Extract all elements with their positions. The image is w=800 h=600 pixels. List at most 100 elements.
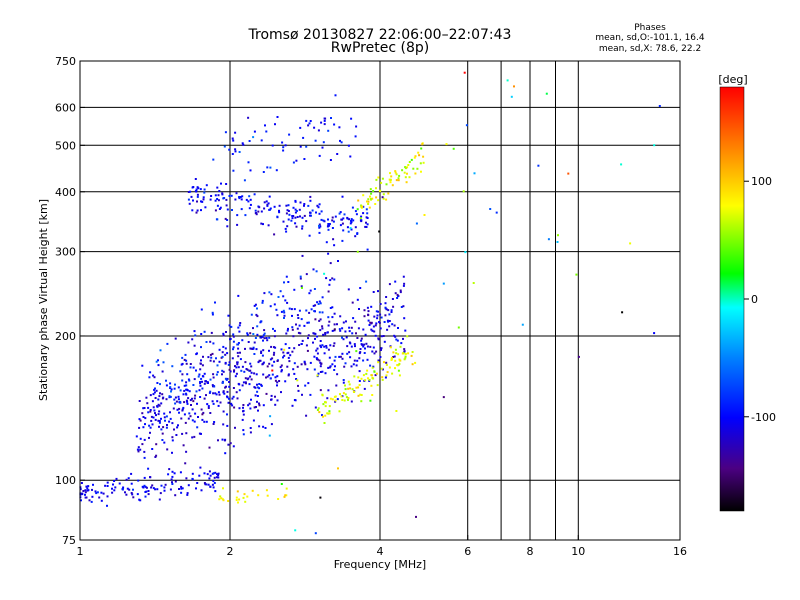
echo-point (174, 383, 176, 386)
echo-point (236, 363, 239, 366)
echo-point (331, 219, 334, 222)
echo-point (372, 190, 375, 193)
echo-point (242, 413, 245, 416)
echo-point (236, 351, 239, 354)
phase-colorbar (719, 86, 745, 512)
echo-point (284, 494, 287, 497)
echo-point (155, 389, 158, 392)
echo-point (256, 390, 259, 393)
echo-point (237, 342, 240, 344)
echo-point (379, 349, 382, 351)
echo-point (191, 419, 194, 422)
echo-point (205, 341, 208, 343)
echo-point (260, 139, 263, 142)
echo-point (224, 347, 227, 350)
echo-point (228, 397, 230, 400)
echo-point (271, 144, 274, 147)
echo-point (378, 230, 381, 233)
echo-point (304, 384, 307, 387)
echo-point (227, 401, 230, 404)
echo-point (334, 365, 336, 368)
echo-point (360, 339, 363, 342)
echo-point (201, 364, 204, 367)
echo-point (301, 216, 304, 219)
echo-point (294, 211, 297, 214)
echo-point (177, 424, 179, 427)
echo-point (422, 161, 425, 164)
echo-point (189, 415, 192, 418)
echo-point (373, 352, 376, 355)
echo-point (414, 155, 417, 158)
echo-point (202, 196, 205, 199)
echo-point (149, 476, 152, 479)
echo-point (87, 485, 90, 488)
echo-point (256, 307, 258, 310)
echo-point (381, 368, 384, 371)
echo-point (285, 487, 288, 490)
echo-point (385, 361, 388, 364)
echo-point (248, 140, 251, 142)
echo-point (221, 369, 224, 372)
echo-point (382, 193, 385, 196)
echo-point (366, 369, 369, 372)
echo-point (369, 195, 371, 198)
grid-lines (80, 61, 680, 540)
echo-point (80, 482, 83, 484)
echo-point (113, 489, 116, 492)
echo-point (225, 183, 228, 185)
echo-point (307, 337, 309, 340)
echo-point (195, 487, 197, 490)
echo-point (148, 376, 151, 379)
echo-point (404, 353, 407, 355)
echo-point (169, 386, 172, 389)
echo-point (250, 378, 253, 381)
echo-point (296, 216, 299, 218)
echo-point (149, 371, 152, 374)
echo-point (319, 340, 322, 342)
echo-point (300, 318, 303, 321)
echo-point (192, 366, 195, 369)
echo-point (445, 143, 448, 146)
echo-point (321, 414, 323, 417)
echo-point (334, 94, 337, 97)
echo-point (242, 433, 245, 436)
echo-point (283, 317, 285, 319)
echo-point (262, 404, 265, 407)
echo-point (272, 327, 274, 330)
echo-point (575, 273, 578, 276)
echo-point (181, 362, 184, 365)
echo-point (385, 296, 388, 298)
echo-point (237, 326, 240, 329)
echo-point (366, 212, 369, 215)
echo-point (320, 218, 323, 221)
echo-point (211, 384, 214, 387)
echo-point (359, 217, 362, 220)
echo-point (363, 315, 366, 318)
echo-point (211, 311, 214, 314)
echo-point (223, 392, 226, 395)
echo-point (295, 159, 298, 162)
echo-point (182, 444, 185, 447)
echo-point (114, 486, 117, 489)
echo-point (238, 151, 241, 153)
echo-point (366, 306, 369, 309)
echo-point (181, 379, 184, 382)
echo-point (260, 210, 263, 213)
echo-point (274, 346, 277, 349)
echo-point (196, 402, 198, 405)
echo-point (653, 332, 656, 335)
echo-point (305, 414, 308, 417)
echo-point (153, 376, 156, 379)
echo-point (365, 280, 368, 283)
echo-point (307, 382, 310, 385)
echo-point (305, 145, 308, 148)
echo-point (375, 322, 378, 325)
echo-point (320, 362, 323, 365)
echo-point (215, 393, 218, 396)
echo-point (273, 335, 276, 338)
echo-point (200, 432, 202, 435)
echo-point (222, 487, 224, 490)
echo-point (235, 366, 238, 369)
echo-point (161, 439, 164, 441)
echo-point (363, 352, 366, 354)
